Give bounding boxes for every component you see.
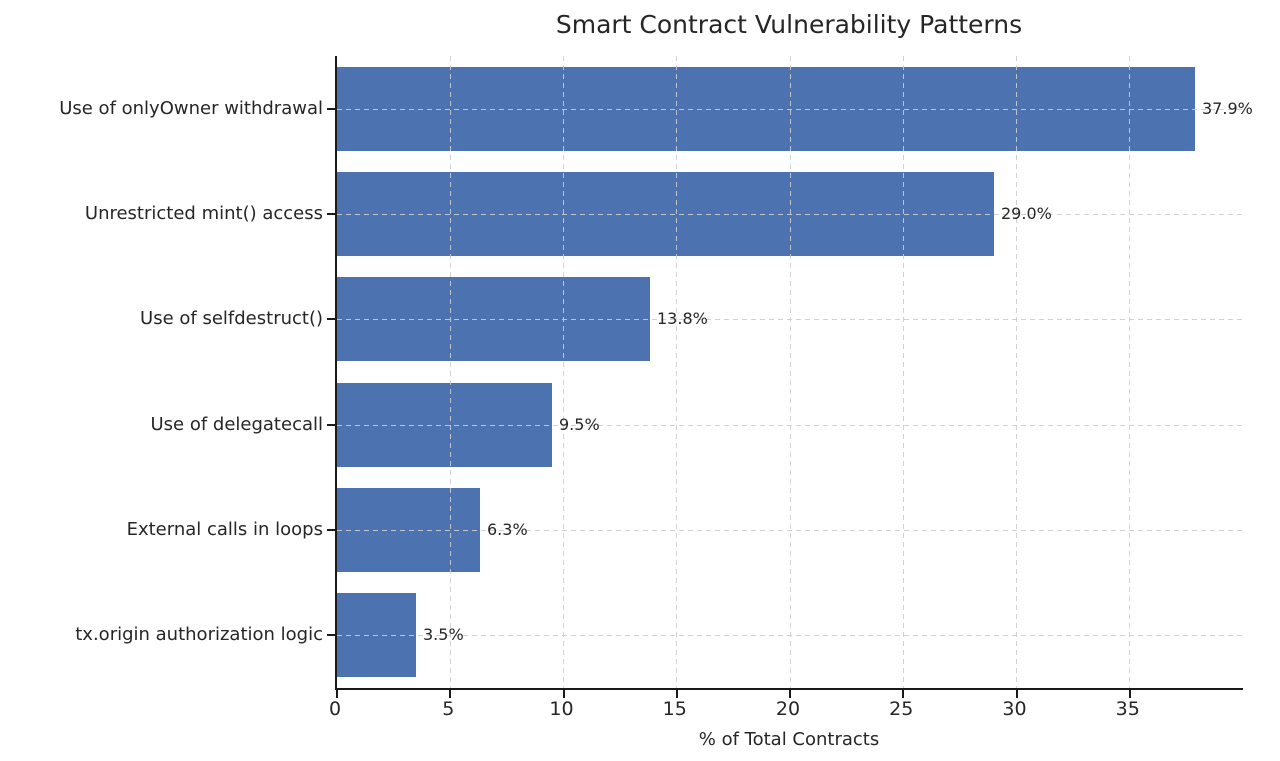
horizontal-gridline: [337, 214, 1243, 215]
x-tick-mark: [449, 690, 452, 698]
bar-value-label: 13.8%: [657, 309, 708, 328]
vertical-gridline: [1016, 56, 1017, 688]
bar-value-label: 9.5%: [559, 415, 600, 434]
plot-area: 37.9% 29.0% 13.8% 9.5% 6.3% 3.5%: [327, 56, 1253, 698]
y-tick-mark: [327, 529, 335, 531]
x-axis-tick-labels: 0 5 10 15 20 25 30 35: [329, 698, 1243, 722]
x-tick-label: 0: [328, 698, 342, 720]
x-tick-mark: [902, 690, 905, 698]
bar-value-label: 3.5%: [423, 625, 464, 644]
category-label: Use of selfdestruct(): [140, 308, 323, 329]
vertical-gridline: [449, 56, 451, 688]
category-label: Unrestricted mint() access: [84, 203, 323, 224]
x-tick-label: 30: [1002, 698, 1027, 720]
vertical-gridline: [676, 56, 678, 688]
x-tick-label: 25: [889, 698, 914, 720]
bar-value-label: 29.0%: [1001, 204, 1052, 223]
x-tick-mark: [1128, 690, 1131, 698]
x-tick-mark: [562, 690, 565, 698]
x-tick-label: 15: [662, 698, 687, 720]
x-tick-label: 10: [549, 698, 574, 720]
category-label: External calls in loops: [126, 519, 323, 540]
bar-value-label: 6.3%: [487, 520, 528, 539]
horizontal-gridline: [337, 109, 1243, 110]
vertical-gridline: [789, 56, 791, 688]
horizontal-gridline: [337, 530, 1243, 531]
x-tick-mark: [1015, 690, 1018, 698]
category-label: tx.origin authorization logic: [75, 624, 323, 645]
y-tick-mark: [327, 634, 335, 636]
y-tick-mark: [327, 424, 335, 426]
vertical-gridline: [563, 56, 564, 688]
x-tick-label: 5: [442, 698, 455, 720]
x-axis-title: % of Total Contracts: [698, 729, 880, 750]
bar-value-label: 37.9%: [1202, 99, 1253, 118]
chart-title: Smart Contract Vulnerability Patterns: [555, 10, 1023, 39]
y-tick-mark: [327, 213, 335, 215]
x-tick-mark: [675, 690, 678, 698]
category-label: Use of onlyOwner withdrawal: [59, 98, 323, 119]
vertical-gridline: [1129, 56, 1131, 688]
vertical-gridline: [902, 56, 904, 688]
y-tick-mark: [327, 318, 335, 320]
x-tick-label: 20: [775, 698, 801, 720]
horizontal-gridline: [337, 319, 1243, 320]
x-tick-mark: [336, 690, 338, 698]
x-tick-mark: [789, 690, 791, 698]
y-tick-mark: [327, 108, 335, 110]
category-label: Use of delegatecall: [150, 414, 323, 435]
x-tick-label: 35: [1115, 698, 1140, 720]
horizontal-gridline: [337, 635, 1243, 636]
y-axis-labels: Use of onlyOwner withdrawal Unrestricted …: [0, 56, 335, 690]
horizontal-gridline: [337, 425, 1243, 426]
